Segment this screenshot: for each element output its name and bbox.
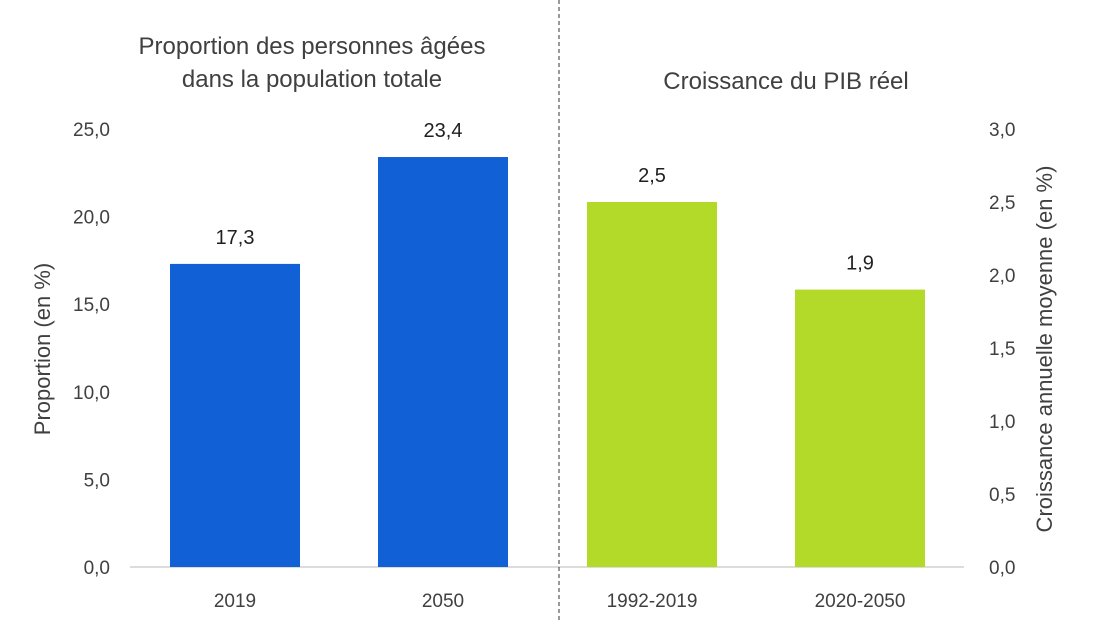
bar-2020-2050 bbox=[795, 289, 925, 567]
bar-2050 bbox=[378, 157, 508, 568]
data-label-2050: 23,4 bbox=[424, 120, 463, 142]
data-label-2019: 17,3 bbox=[216, 227, 255, 249]
left-y-tick-label: 25,0 bbox=[73, 120, 110, 141]
left-y-tick-label: 20,0 bbox=[73, 208, 110, 229]
category-label-2020-2050: 2020-2050 bbox=[815, 591, 906, 612]
right-y-tick-label: 2,0 bbox=[989, 266, 1015, 287]
right-y-tick-label: 1,0 bbox=[989, 412, 1015, 433]
left-y-axis-title: Proportion (en %) bbox=[30, 263, 55, 435]
right-chart-title: Croissance du PIB réel bbox=[663, 68, 908, 95]
left-y-tick-label: 10,0 bbox=[73, 383, 110, 404]
category-label-2050: 2050 bbox=[422, 591, 464, 612]
right-y-axis-title: Croissance annuelle moyenne (en %) bbox=[1032, 166, 1057, 533]
left-y-tick-label: 5,0 bbox=[84, 470, 110, 491]
left-y-tick-label: 0,0 bbox=[84, 558, 110, 579]
right-y-tick-label: 3,0 bbox=[989, 120, 1015, 141]
right-y-tick-label: 0,5 bbox=[989, 485, 1015, 506]
category-label-1992-2019: 1992-2019 bbox=[607, 591, 698, 612]
data-label-1992-2019: 2,5 bbox=[638, 165, 666, 187]
bar-1992-2019 bbox=[587, 202, 717, 567]
left-chart-title-line-2: dans la population totale bbox=[182, 66, 442, 93]
right-y-tick-label: 1,5 bbox=[989, 339, 1015, 360]
category-label-2019: 2019 bbox=[214, 591, 256, 612]
left-chart-title-line-1: Proportion des personnes âgées bbox=[139, 33, 486, 60]
bar-2019 bbox=[170, 263, 300, 567]
right-y-tick-label: 0,0 bbox=[989, 558, 1015, 579]
right-y-tick-label: 2,5 bbox=[989, 193, 1015, 214]
left-y-tick-label: 15,0 bbox=[73, 295, 110, 316]
data-label-2020-2050: 1,9 bbox=[846, 253, 874, 275]
